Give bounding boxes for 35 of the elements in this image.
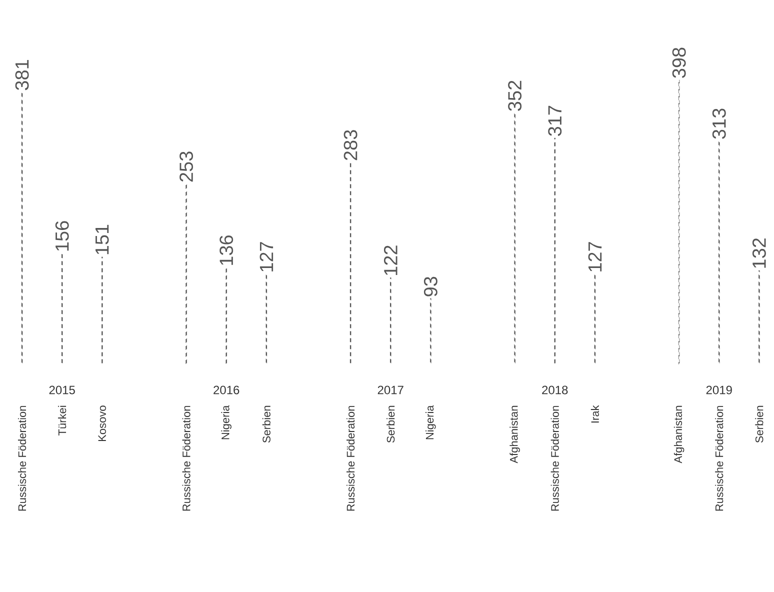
data-label: 253	[180, 152, 194, 182]
x-tick-label: Russische Föderation	[18, 406, 26, 511]
data-label: 352	[508, 80, 522, 111]
x-tick-label: Irak	[590, 405, 599, 423]
data-label: 317	[548, 106, 562, 136]
data-label: 127	[260, 242, 274, 272]
x-tick-label: Türkei	[58, 406, 66, 436]
data-label: 132	[752, 238, 766, 268]
text: 2017	[378, 386, 404, 394]
x-tick-label: Russische Föderation	[715, 406, 724, 511]
text: 2019	[706, 386, 732, 394]
data-label: 136	[220, 236, 234, 265]
x-tick-label: Afghanistan	[674, 406, 684, 464]
x-tick-label: Afghanistan	[510, 406, 520, 464]
x-tick-label: Russische Föderation	[550, 406, 559, 511]
data-label: 313	[712, 108, 726, 139]
text: 2016	[214, 386, 240, 394]
x-tick-label: Russische Föderation	[182, 406, 190, 511]
data-label: 398	[672, 48, 686, 78]
data-label: 122	[384, 246, 398, 275]
x-tick-label: Nigeria	[426, 405, 436, 440]
x-tick-label: Serbien	[755, 406, 764, 443]
data-label: 151	[96, 224, 109, 254]
data-label: 381	[15, 60, 29, 90]
x-tick-label: Kosovo	[98, 406, 106, 441]
data-label: 156	[55, 221, 69, 251]
text: 2018	[542, 386, 568, 394]
x-tick-label: Serbien	[386, 406, 395, 443]
data-label: 127	[588, 242, 602, 272]
x-tick-label: Serbien	[262, 406, 270, 443]
x-tick-label: Nigeria	[221, 405, 232, 440]
x-tick-label: Russische Föderation	[346, 406, 355, 511]
text: 2015	[49, 386, 75, 394]
data-label: 93	[424, 276, 438, 296]
data-label: 283	[344, 130, 358, 160]
